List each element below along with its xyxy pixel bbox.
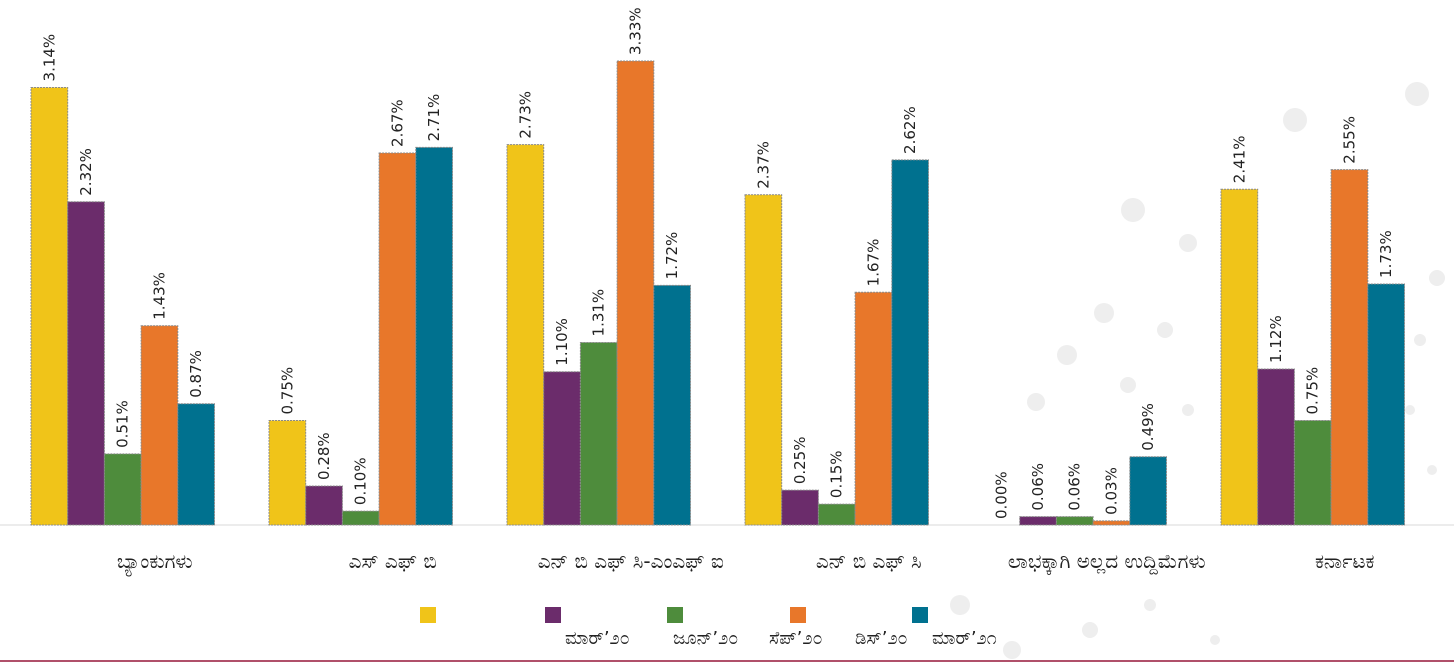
legend-swatch [545,607,561,623]
bar [1220,188,1259,526]
bar [103,453,142,526]
value-label: 0.03% [1102,467,1120,515]
bar [653,284,691,526]
legend-label: ಮಾರ್’೨೦ [565,628,630,649]
bar [1019,516,1057,526]
value-label: 0.00% [992,471,1010,519]
value-label: 0.06% [1066,463,1084,511]
category-label: ಎನ್ ಬಿ ಎಫ್ ಸಿ-ಎಂಎಫ್ ಐ [538,549,724,573]
value-label: 2.62% [901,106,919,154]
bar [854,291,893,526]
value-label: 1.31% [590,289,608,337]
value-label: 2.32% [77,148,95,196]
bar [579,341,618,526]
bar [305,485,343,526]
legend-label: ಡಿಸ್’೨೦ [855,628,908,649]
value-label: 2.67% [388,99,406,147]
bar [268,419,307,526]
decor [950,82,1445,659]
bar [1257,368,1295,526]
legend-swatch [667,607,683,623]
value-label: 2.55% [1340,116,1358,164]
value-label: 1.43% [150,272,168,320]
value-label: 1.67% [864,239,882,287]
value-label: 3.14% [40,34,58,82]
bar [891,159,929,526]
value-label: 0.51% [114,400,132,448]
bar [616,60,655,526]
value-label: 2.71% [425,94,443,142]
value-label: 0.10% [352,457,370,505]
bar [1330,169,1369,526]
category-label: ಕರ್ನಾಟಕ [1315,549,1375,573]
value-label: 1.73% [1377,230,1395,278]
category-label: ಬ್ಯಾಂಕುಗಳು [117,549,193,577]
value-label: 2.41% [1230,136,1248,184]
value-label: 3.33% [626,7,644,55]
legend-label: ಸೆಪ್’೨೦ [769,628,823,649]
bar [1092,520,1131,526]
value-label: 0.06% [1029,463,1047,511]
value-label: 0.25% [791,437,809,485]
category-label: ಎನ್ ಬಿ ಎಫ್ ಸಿ [816,549,922,573]
bar [30,86,69,526]
category-label: ಲಾಭಕ್ಕಾಗಿ ಅಲ್ಲದ ಉದ್ದಿಮೆಗಳು [1008,549,1206,575]
bar [341,510,380,526]
bar [506,144,545,526]
bar [1293,419,1332,526]
value-label: 0.15% [828,450,846,498]
legend-label: ಜೂನ್’೨೦ [673,628,738,649]
bar [378,152,417,526]
category-label: ಎಸ್ ಎಫ್ ಬಿ [349,549,437,573]
bar [1367,283,1406,526]
bar [744,194,783,526]
value-label: 1.10% [553,318,571,366]
bar [1055,516,1094,526]
value-label: 2.73% [516,91,534,139]
value-label: 2.37% [754,141,772,189]
bar [1129,456,1168,526]
bar [67,201,105,526]
legend-swatch [912,607,928,623]
legend-swatch [420,607,436,623]
value-label: 0.75% [1304,367,1322,415]
value-label: 0.75% [278,367,296,415]
value-label: 1.72% [663,232,681,280]
value-label: 1.12% [1267,315,1285,363]
bar [817,503,856,526]
value-label: 0.87% [187,350,205,398]
legend-label: ಮಾರ್’೨೧ [932,628,997,649]
bar [415,146,453,526]
legend-swatch [790,607,806,623]
value-label: 0.49% [1139,403,1157,451]
value-label: 0.28% [315,432,333,480]
bar [140,325,179,526]
bar [781,489,819,526]
bar [177,403,216,526]
bar [543,371,581,526]
